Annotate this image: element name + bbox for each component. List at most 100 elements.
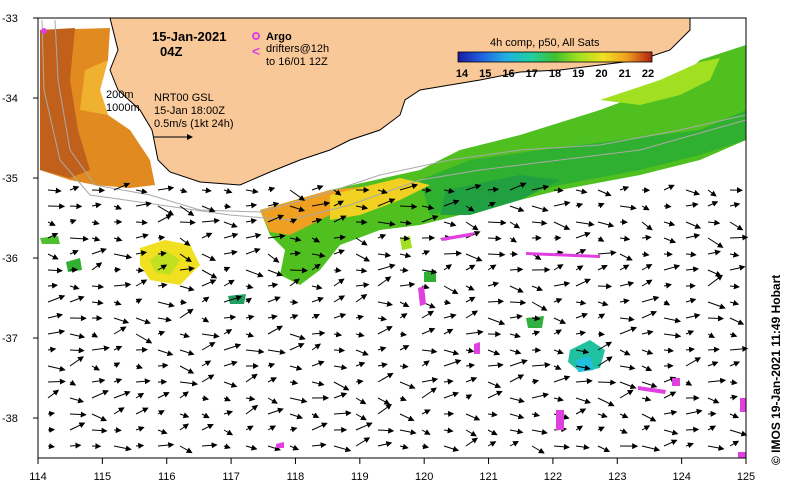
current-arrow [135, 250, 148, 257]
current-arrow [223, 266, 231, 273]
current-arrow [179, 445, 193, 454]
current-arrow [663, 332, 682, 339]
y-tick-label: -36 [2, 253, 18, 265]
current-arrow [509, 236, 517, 243]
current-arrow [333, 392, 348, 399]
drifter-tracks [41, 28, 746, 458]
current-arrow [355, 204, 369, 211]
drifters-line2: to 16/01 12Z [266, 56, 328, 68]
current-arrow [443, 349, 460, 356]
current-arrow [421, 377, 439, 383]
current-arrow [553, 281, 571, 287]
current-arrow [289, 413, 304, 420]
colorbar-title: 4h comp, p50, All Sats [490, 37, 600, 49]
current-arrow [245, 425, 254, 432]
current-arrow [223, 249, 238, 256]
current-arrow [443, 250, 463, 257]
current-arrow [465, 413, 481, 421]
current-arrow [47, 253, 59, 260]
current-arrow [69, 397, 85, 404]
current-arrow [707, 219, 721, 226]
current-arrow [91, 377, 106, 384]
current-arrow [487, 362, 504, 369]
current-arrow [311, 330, 326, 337]
current-arrow [575, 231, 591, 239]
current-arrow [289, 426, 298, 433]
current-arrow [333, 347, 346, 354]
current-arrow [465, 310, 479, 319]
current-arrow [399, 313, 408, 319]
current-arrow [47, 378, 66, 385]
current-arrow [245, 218, 258, 225]
current-arrow [597, 341, 613, 351]
current-arrow [641, 295, 660, 303]
current-arrow [465, 376, 478, 383]
argo-label: Argo [266, 31, 292, 43]
current-arrow [157, 392, 170, 399]
current-arrow [707, 397, 720, 404]
current-arrow [267, 314, 278, 321]
current-arrow [179, 349, 195, 356]
current-arrow [333, 278, 345, 287]
current-arrow [421, 429, 431, 435]
current-arrow [509, 205, 525, 213]
current-arrow [421, 443, 430, 450]
current-arrow [729, 317, 745, 325]
current-arrow [553, 443, 570, 450]
current-arrow [289, 218, 298, 225]
current-arrow [553, 375, 571, 383]
current-arrow [509, 428, 524, 435]
x-tick-label: 123 [608, 471, 626, 483]
current-arrow [69, 442, 82, 449]
current-arrow [575, 249, 587, 255]
current-arrow [641, 445, 661, 452]
current-arrow [399, 235, 410, 242]
current-arrow [641, 381, 658, 389]
current-arrow [267, 407, 284, 415]
current-arrow [311, 236, 321, 243]
current-arrow [179, 332, 190, 339]
current-arrow [509, 182, 527, 191]
current-arrow [663, 409, 678, 416]
current-arrow [135, 201, 152, 208]
current-arrow [619, 204, 637, 211]
current-arrow [531, 301, 548, 311]
current-arrow [311, 284, 323, 290]
current-arrow [113, 236, 123, 242]
current-arrow [553, 348, 564, 355]
current-arrow [135, 392, 145, 399]
current-arrow [311, 313, 320, 320]
current-arrow [531, 392, 550, 399]
current-arrow [399, 363, 409, 370]
current-arrow [179, 423, 190, 431]
current-arrow [91, 427, 108, 434]
current-arrow [113, 266, 121, 273]
current-arrow [245, 404, 259, 415]
argo-icon [252, 32, 260, 40]
current-arrow [135, 363, 143, 370]
current-arrow [113, 281, 132, 288]
current-arrow [201, 423, 214, 431]
current-arrow [663, 237, 677, 244]
x-tick-label: 124 [672, 471, 690, 483]
current-arrow [729, 429, 748, 437]
current-arrow [179, 299, 187, 306]
current-arrow [377, 397, 391, 405]
current-arrow [575, 397, 592, 404]
current-arrow [465, 183, 482, 191]
current-arrow [531, 411, 541, 418]
current-arrow [597, 379, 617, 386]
current-arrow [641, 221, 653, 231]
current-arrow [619, 428, 628, 434]
current-arrow [685, 233, 701, 240]
current-arrow [223, 188, 233, 194]
colorbar-tick-label: 16 [502, 68, 514, 80]
current-arrow [179, 219, 196, 226]
current-arrow [575, 444, 590, 451]
current-arrow [135, 426, 145, 432]
current-arrow [553, 264, 564, 271]
current-arrow [135, 333, 153, 344]
current-arrow [685, 426, 700, 433]
current-arrow [641, 413, 657, 422]
current-arrow [619, 298, 630, 305]
